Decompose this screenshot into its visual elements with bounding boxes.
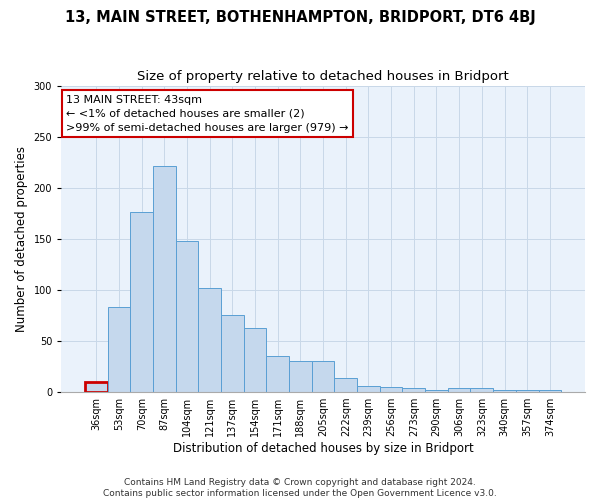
Y-axis label: Number of detached properties: Number of detached properties [15,146,28,332]
Bar [334,378,357,392]
Title: Size of property relative to detached houses in Bridport: Size of property relative to detached ho… [137,70,509,83]
Bar [516,390,539,392]
Text: 13, MAIN STREET, BOTHENHAMPTON, BRIDPORT, DT6 4BJ: 13, MAIN STREET, BOTHENHAMPTON, BRIDPORT… [65,10,535,25]
Bar [470,388,493,392]
Bar [107,308,130,392]
Text: 13 MAIN STREET: 43sqm
← <1% of detached houses are smaller (2)
>99% of semi-deta: 13 MAIN STREET: 43sqm ← <1% of detached … [67,95,349,133]
Bar [221,316,244,392]
Bar [153,166,176,392]
Bar [289,362,312,392]
Bar [312,362,334,392]
Bar [425,390,448,392]
X-axis label: Distribution of detached houses by size in Bridport: Distribution of detached houses by size … [173,442,473,455]
Bar [85,382,107,392]
Bar [493,390,516,392]
Bar [380,387,403,392]
Text: Contains HM Land Registry data © Crown copyright and database right 2024.
Contai: Contains HM Land Registry data © Crown c… [103,478,497,498]
Bar [357,386,380,392]
Bar [176,241,199,392]
Bar [266,356,289,392]
Bar [130,212,153,392]
Bar [539,390,561,392]
Bar [244,328,266,392]
Bar [403,388,425,392]
Bar [448,388,470,392]
Bar [199,288,221,392]
